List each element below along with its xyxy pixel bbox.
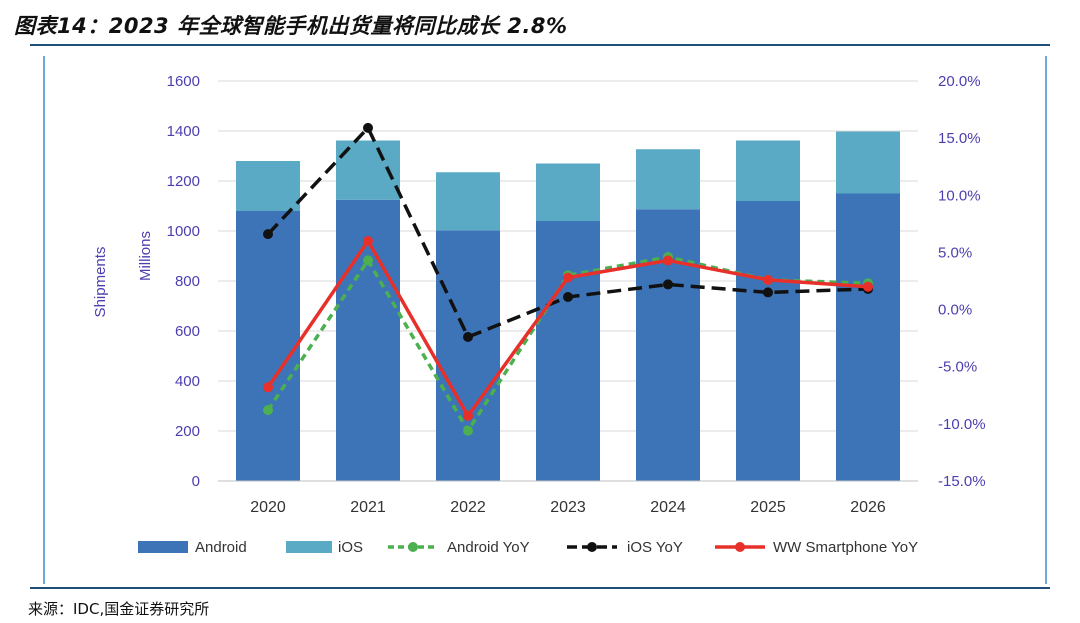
bar-android [736, 201, 800, 481]
y-tick-label: 600 [175, 323, 200, 340]
bar-android [436, 230, 500, 481]
ww-smartphone-yoy-point [763, 274, 773, 285]
ww-smartphone-yoy-point [663, 255, 673, 266]
y2-tick-label: 0.0% [938, 302, 972, 319]
bar-ios [836, 131, 900, 194]
bottom-rule [30, 587, 1050, 589]
legend-swatch-android [138, 541, 188, 553]
bar-android [236, 211, 300, 481]
y-tick-label: 0 [192, 473, 200, 490]
y-axis-title: Millions [137, 231, 154, 281]
bar-android [536, 221, 600, 481]
ios-yoy-point [363, 122, 373, 133]
yoy-lines [263, 122, 873, 436]
bar-ios [436, 172, 500, 231]
bar-android [336, 199, 400, 481]
legend-label-ios-yoy: iOS YoY [627, 539, 683, 556]
x-tick-label: 2026 [850, 499, 886, 516]
y2-tick-label: 20.0% [938, 73, 981, 90]
y2-tick-label: -15.0% [938, 473, 986, 490]
y2-tick-label: -10.0% [938, 416, 986, 433]
bar-ios [236, 161, 300, 211]
bar-android [636, 209, 700, 481]
x-tick-label: 2024 [650, 499, 686, 516]
x-tick-label: 2020 [250, 499, 286, 516]
ios-yoy-point [663, 279, 673, 290]
x-tick-label: 2023 [550, 499, 586, 516]
legend-marker-ios-yoy [587, 542, 597, 552]
android-yoy-point [263, 405, 273, 416]
y-tick-label: 400 [175, 373, 200, 390]
x-tick-label: 2021 [350, 499, 386, 516]
source-note: 来源：IDC,国金证券研究所 [28, 600, 210, 618]
ww-smartphone-yoy-point [463, 410, 473, 421]
chart-frame [43, 56, 1047, 584]
y-tick-label: 1600 [167, 73, 200, 90]
y-tick-label: 200 [175, 423, 200, 440]
axes: 0 200 400 600 800 1000 1200 1400 1600 -15.0% -10.0… [92, 73, 986, 516]
ios-yoy-point [763, 287, 773, 298]
ios-yoy-point [263, 229, 273, 240]
legend-label-android: Android [195, 539, 247, 556]
legend-swatch-ios [286, 541, 332, 553]
bar-ios [636, 149, 700, 210]
ios-yoy-point [563, 292, 573, 302]
y2-tick-label: 10.0% [938, 187, 981, 204]
ios-yoy-point [463, 332, 473, 342]
y2-tick-label: 15.0% [938, 130, 981, 147]
y-axis-title: Shipments [92, 247, 109, 318]
android-yoy-point [363, 255, 373, 266]
bar-ios [736, 140, 800, 201]
legend-label-ww-smartphone-yoy: WW Smartphone YoY [773, 539, 918, 556]
y-tick-label: 1400 [167, 123, 200, 140]
android-yoy-point [463, 425, 473, 436]
top-rule [30, 44, 1050, 46]
ww-smartphone-yoy-point [863, 281, 873, 292]
bar-ios [536, 163, 600, 221]
legend-marker-ww-smartphone-yoy [735, 542, 745, 552]
legend: Android iOS Android YoY iOS YoY WW Smartphon… [138, 539, 918, 556]
y2-tick-label: -5.0% [938, 359, 977, 376]
legend-label-android-yoy: Android YoY [447, 539, 530, 556]
bar-android [836, 193, 900, 481]
legend-label-ios: iOS [338, 539, 363, 556]
figure-title: 图表14：2023 年全球智能手机出货量将同比成长 2.8% [14, 14, 568, 38]
legend-marker-android-yoy [408, 542, 418, 552]
y-tick-label: 1000 [167, 223, 200, 240]
x-tick-label: 2022 [450, 499, 486, 516]
ww-smartphone-yoy-point [363, 236, 373, 246]
y-tick-label: 1200 [167, 173, 200, 190]
x-tick-label: 2025 [750, 499, 786, 516]
ww-smartphone-yoy-point [263, 382, 273, 393]
y-tick-label: 800 [175, 273, 200, 290]
ww-smartphone-yoy-point [563, 272, 573, 283]
y2-tick-label: 5.0% [938, 244, 972, 261]
bars [236, 131, 900, 481]
